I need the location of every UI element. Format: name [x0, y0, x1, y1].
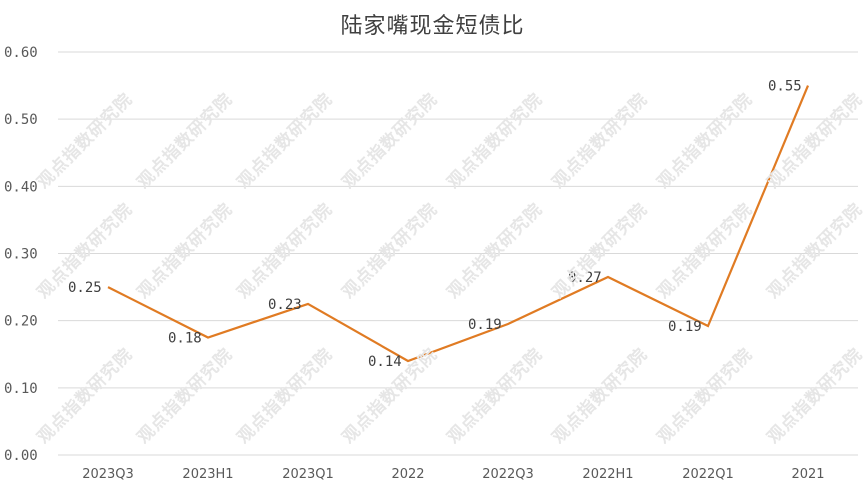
series-line [107, 85, 810, 363]
y-tick-label: 0.10 [4, 381, 38, 397]
x-tick-label: 2023Q3 [82, 467, 134, 482]
x-tick-label: 2022Q3 [482, 467, 534, 482]
x-tick-label: 2022H1 [582, 467, 633, 482]
data-label: 0.18 [168, 330, 202, 346]
y-tick-label: 0.20 [4, 314, 38, 330]
y-tick-label: 0.30 [4, 247, 38, 263]
data-labels: 0.25 0.18 0.23 0.14 0.19 0.27 0.19 0.55 [68, 79, 802, 370]
data-label: 0.23 [268, 297, 302, 313]
y-tick-label: 0.00 [4, 448, 38, 464]
x-tick-label: 2022 [391, 467, 424, 482]
data-label: 0.19 [468, 317, 502, 333]
data-label: 0.14 [368, 354, 402, 370]
data-label: 0.55 [768, 79, 802, 95]
y-tick-label: 0.60 [4, 45, 38, 61]
y-tick-label: 0.40 [4, 179, 38, 195]
data-label: 0.19 [668, 319, 702, 335]
x-tick-label: 2021 [791, 467, 824, 482]
x-axis-ticks: 2023Q3 2023H1 2023Q1 2022 2022Q3 2022H1 2022Q1… [82, 467, 824, 482]
gridlines [58, 51, 858, 456]
x-tick-label: 2022Q1 [682, 467, 734, 482]
data-label: 0.27 [568, 270, 602, 286]
y-axis-ticks: 0.00 0.10 0.20 0.30 0.40 0.50 0.60 [4, 45, 38, 464]
data-label: 0.25 [68, 280, 102, 296]
y-tick-label: 0.50 [4, 112, 38, 128]
x-tick-label: 2023Q1 [282, 467, 334, 482]
chart-title: 陆家嘴现金短债比 [340, 14, 525, 39]
x-tick-label: 2023H1 [182, 467, 233, 482]
